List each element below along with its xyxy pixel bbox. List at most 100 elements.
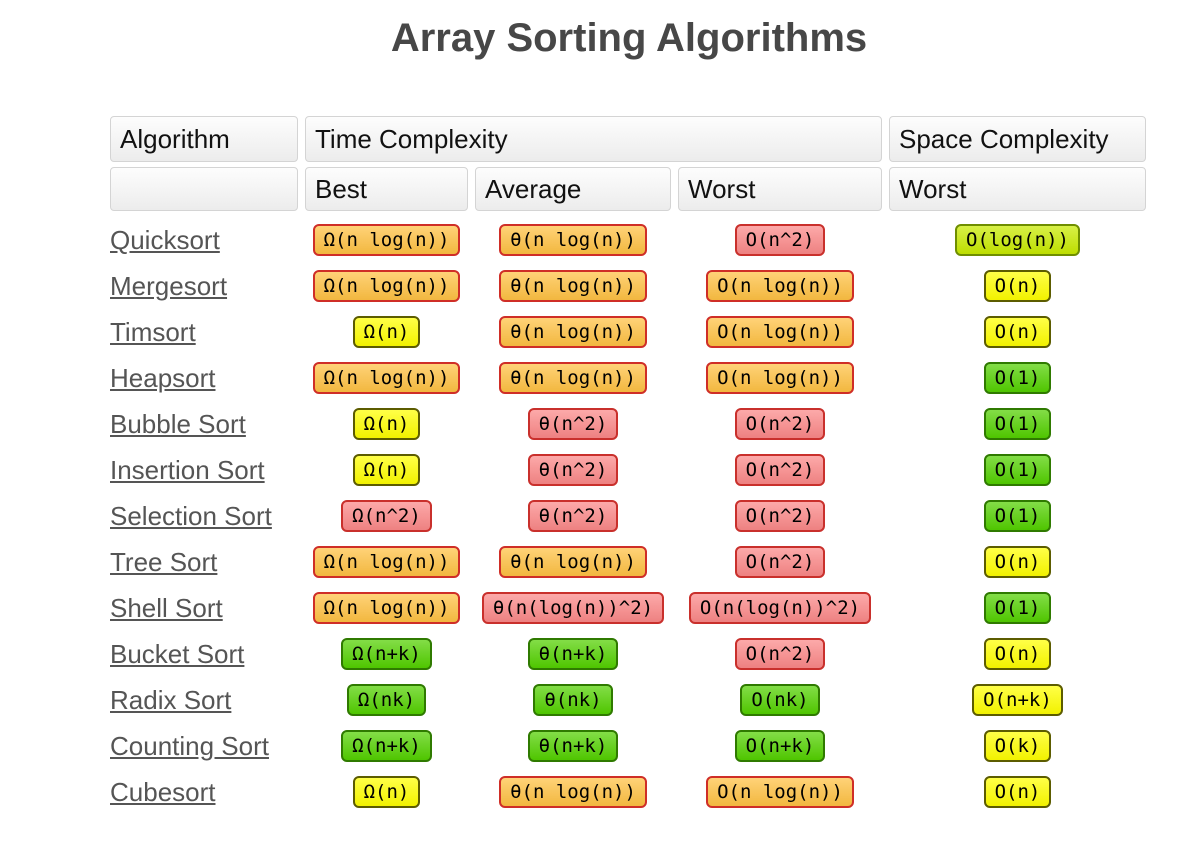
cell-average: θ(n^2)	[475, 401, 671, 447]
algorithm-link-insertion-sort[interactable]: Insertion Sort	[110, 454, 265, 485]
cell-worst: O(n^2)	[678, 447, 882, 493]
algorithm-link-quicksort[interactable]: Quicksort	[110, 224, 220, 255]
cell-best: Ω(n)	[305, 447, 468, 493]
table-row-algorithm: Radix Sort	[110, 677, 298, 723]
complexity-badge: O(n log(n))	[706, 269, 854, 303]
cell-best: Ω(n)	[305, 769, 468, 815]
complexity-badge: O(n(log(n))^2)	[688, 591, 872, 625]
algorithm-link-tree-sort[interactable]: Tree Sort	[110, 546, 218, 577]
table-row-algorithm: Quicksort	[110, 217, 298, 263]
table-row-algorithm: Selection Sort	[110, 493, 298, 539]
complexity-badge: O(1)	[983, 453, 1052, 487]
complexity-badge: O(n)	[983, 637, 1052, 671]
complexity-badge: O(1)	[983, 499, 1052, 533]
cell-average: θ(n log(n))	[475, 769, 671, 815]
algorithm-link-shell-sort[interactable]: Shell Sort	[110, 592, 223, 623]
complexity-badge: θ(n+k)	[527, 729, 619, 763]
cell-space: O(n)	[889, 539, 1146, 585]
table-row-algorithm: Tree Sort	[110, 539, 298, 585]
cell-space: O(n+k)	[889, 677, 1146, 723]
cell-average: θ(n log(n))	[475, 217, 671, 263]
complexity-badge: O(n log(n))	[706, 315, 854, 349]
complexity-badge: Ω(n log(n))	[312, 591, 461, 625]
cell-space: O(n)	[889, 309, 1146, 355]
cell-average: θ(n+k)	[475, 723, 671, 769]
table-row-algorithm: Cubesort	[110, 769, 298, 815]
cell-best: Ω(nk)	[305, 677, 468, 723]
subheader-best: Best	[305, 167, 468, 211]
algorithm-link-timsort[interactable]: Timsort	[110, 316, 196, 347]
complexity-badge: Ω(n)	[352, 453, 421, 487]
complexity-badge: θ(n log(n))	[499, 223, 647, 257]
complexity-badge: O(n+k)	[972, 683, 1063, 717]
cell-space: O(n)	[889, 631, 1146, 677]
cell-best: Ω(n log(n))	[305, 217, 468, 263]
complexity-badge: θ(n^2)	[527, 453, 619, 487]
complexity-badge: O(n^2)	[734, 453, 826, 487]
cell-space: O(1)	[889, 355, 1146, 401]
algorithm-link-bubble-sort[interactable]: Bubble Sort	[110, 408, 246, 439]
cell-average: θ(n log(n))	[475, 539, 671, 585]
algorithm-link-mergesort[interactable]: Mergesort	[110, 270, 228, 301]
cell-average: θ(n^2)	[475, 447, 671, 493]
complexity-badge: O(1)	[983, 591, 1052, 625]
complexity-badge: Ω(n)	[352, 407, 421, 441]
cell-average: θ(n log(n))	[475, 355, 671, 401]
cell-worst: O(n^2)	[678, 217, 882, 263]
complexity-badge: O(n log(n))	[706, 775, 854, 809]
cell-worst: O(n log(n))	[678, 263, 882, 309]
complexity-badge: θ(n(log(n))^2)	[481, 591, 665, 625]
algorithm-link-selection-sort[interactable]: Selection Sort	[110, 500, 272, 531]
header-algorithm: Algorithm	[110, 116, 298, 162]
cell-space: O(1)	[889, 447, 1146, 493]
complexity-badge: θ(nk)	[533, 683, 613, 717]
page: Array Sorting Algorithms Algorithm Time …	[0, 14, 1200, 849]
cell-best: Ω(n log(n))	[305, 355, 468, 401]
table-row-algorithm: Timsort	[110, 309, 298, 355]
complexity-badge: Ω(n log(n))	[312, 269, 461, 303]
cell-worst: O(n^2)	[678, 631, 882, 677]
complexity-badge: θ(n log(n))	[499, 315, 647, 349]
complexity-badge: O(n log(n))	[706, 361, 854, 395]
cell-average: θ(n log(n))	[475, 263, 671, 309]
algorithm-link-bucket-sort[interactable]: Bucket Sort	[110, 638, 245, 669]
complexity-badge: Ω(n log(n))	[312, 545, 461, 579]
complexity-badge: O(n)	[983, 775, 1052, 809]
complexity-badge: O(n)	[983, 315, 1052, 349]
cell-best: Ω(n log(n))	[305, 539, 468, 585]
cell-best: Ω(n log(n))	[305, 263, 468, 309]
header-space-complexity: Space Complexity	[889, 116, 1146, 162]
algorithm-link-counting-sort[interactable]: Counting Sort	[110, 730, 269, 761]
complexity-badge: O(k)	[983, 729, 1052, 763]
cell-best: Ω(n)	[305, 401, 468, 447]
complexity-badge: θ(n log(n))	[499, 545, 647, 579]
cell-worst: O(n log(n))	[678, 309, 882, 355]
cell-worst: O(nk)	[678, 677, 882, 723]
algorithm-link-heapsort[interactable]: Heapsort	[110, 362, 216, 393]
cell-worst: O(n log(n))	[678, 769, 882, 815]
algorithm-link-cubesort[interactable]: Cubesort	[110, 776, 216, 807]
complexity-badge: θ(n log(n))	[499, 361, 647, 395]
complexity-badge: Ω(n^2)	[341, 499, 432, 533]
complexity-badge: O(n^2)	[734, 407, 826, 441]
cell-average: θ(n log(n))	[475, 309, 671, 355]
complexity-badge: O(1)	[983, 361, 1052, 395]
cell-worst: O(n^2)	[678, 401, 882, 447]
complexity-badge: θ(n^2)	[527, 407, 619, 441]
complexity-badge: Ω(nk)	[346, 683, 427, 717]
complexity-badge: Ω(n log(n))	[312, 223, 461, 257]
complexity-badge: O(log(n))	[955, 223, 1080, 257]
complexity-badge: Ω(n)	[352, 775, 421, 809]
cell-space: O(n)	[889, 263, 1146, 309]
cell-best: Ω(n log(n))	[305, 585, 468, 631]
complexity-badge: O(n+k)	[734, 729, 826, 763]
algorithm-link-radix-sort[interactable]: Radix Sort	[110, 684, 232, 715]
table-row-algorithm: Mergesort	[110, 263, 298, 309]
cell-best: Ω(n+k)	[305, 723, 468, 769]
subheader-worst-space: Worst	[889, 167, 1146, 211]
header-time-complexity: Time Complexity	[305, 116, 882, 162]
cell-space: O(k)	[889, 723, 1146, 769]
table-row-algorithm: Counting Sort	[110, 723, 298, 769]
cell-worst: O(n(log(n))^2)	[678, 585, 882, 631]
cell-worst: O(n^2)	[678, 539, 882, 585]
